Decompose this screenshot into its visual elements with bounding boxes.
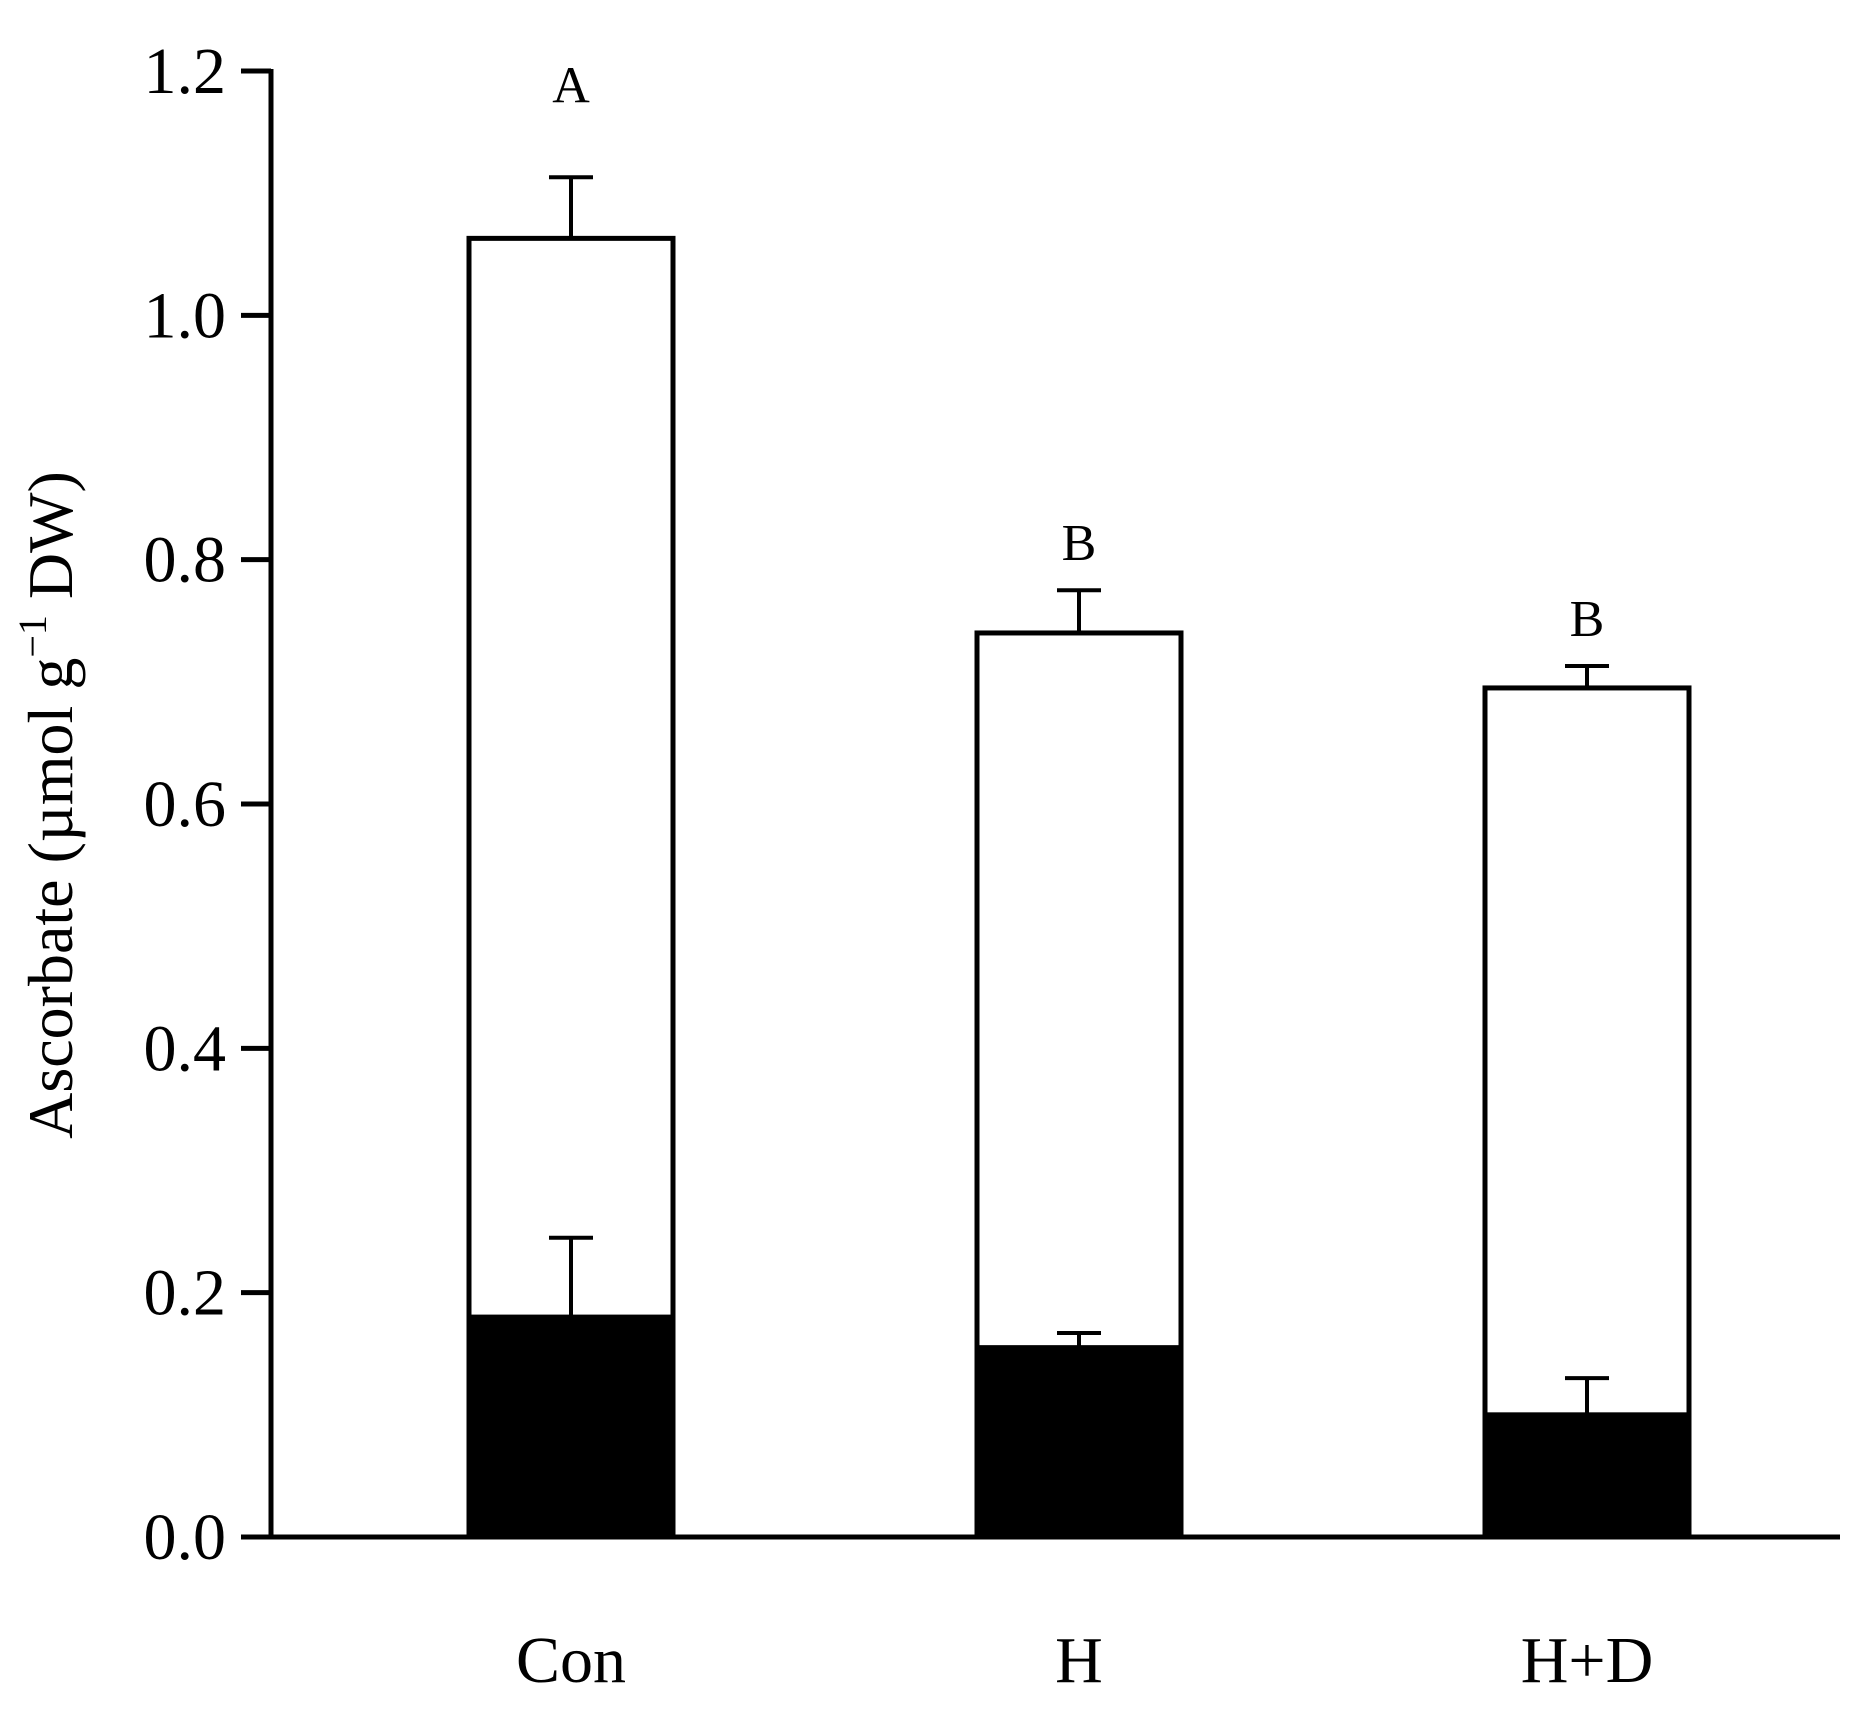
x-category-label: H [1055,1624,1103,1697]
y-axis-title-main: Ascorbate (µmol g [15,658,86,1139]
y-tick-label: 1.2 [144,35,227,108]
y-tick-label: 1.0 [144,279,227,352]
y-tick-label: 0.6 [144,768,227,841]
y-tick-label: 0.0 [144,1501,227,1574]
y-tick-label: 0.4 [144,1012,227,1085]
significance-letter: B [1062,515,1097,572]
y-axis-title-suffix: DW) [15,471,86,615]
bar-segment-lower [1482,1412,1692,1540]
bar-segment-lower [974,1345,1184,1540]
y-axis-title-superscript: −1 [10,615,55,658]
x-category-labels: Con H H+D [516,1624,1653,1697]
error-bars-layer [549,175,1609,1415]
significance-letter: A [552,57,590,114]
y-tick-label: 0.8 [144,524,227,597]
y-tick-label: 0.2 [144,1257,227,1330]
significance-labels: A B B [552,57,1604,648]
bar-segment-lower [466,1314,676,1540]
x-category-label: H+D [1521,1624,1654,1697]
x-category-label: Con [516,1624,626,1697]
significance-letter: B [1570,591,1605,648]
y-ticks-layer: 0.0 0.2 0.4 0.6 0.8 1.0 1.2 [144,35,271,1574]
y-axis-title: Ascorbate (µmol g−1 DW) [10,471,86,1139]
